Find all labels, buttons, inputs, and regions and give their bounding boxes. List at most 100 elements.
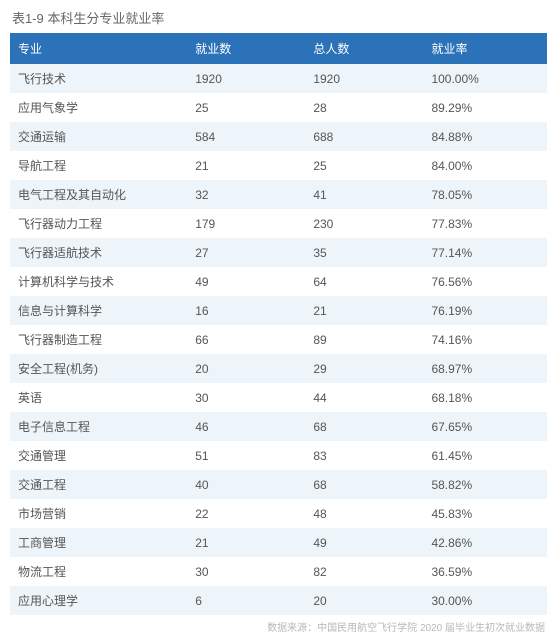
col-header-rate: 就业率 xyxy=(423,33,547,64)
table-cell: 英语 xyxy=(10,383,187,412)
table-cell: 230 xyxy=(305,209,423,238)
table-row: 英语304468.18% xyxy=(10,383,547,412)
table-cell: 安全工程(机务) xyxy=(10,354,187,383)
table-cell: 89 xyxy=(305,325,423,354)
table-row: 飞行器适航技术273577.14% xyxy=(10,238,547,267)
table-cell: 77.14% xyxy=(423,238,547,267)
table-cell: 29 xyxy=(305,354,423,383)
table-cell: 68 xyxy=(305,470,423,499)
table-cell: 1920 xyxy=(187,64,305,93)
table-body: 飞行技术19201920100.00%应用气象学252889.29%交通运输58… xyxy=(10,64,547,615)
table-cell: 信息与计算科学 xyxy=(10,296,187,325)
table-cell: 21 xyxy=(187,528,305,557)
table-cell: 20 xyxy=(187,354,305,383)
table-cell: 应用心理学 xyxy=(10,586,187,615)
table-cell: 68.18% xyxy=(423,383,547,412)
table-cell: 应用气象学 xyxy=(10,93,187,122)
table-cell: 35 xyxy=(305,238,423,267)
table-row: 计算机科学与技术496476.56% xyxy=(10,267,547,296)
table-cell: 51 xyxy=(187,441,305,470)
table-cell: 28 xyxy=(305,93,423,122)
table-cell: 30 xyxy=(187,557,305,586)
table-cell: 飞行器动力工程 xyxy=(10,209,187,238)
table-cell: 交通工程 xyxy=(10,470,187,499)
table-cell: 电子信息工程 xyxy=(10,412,187,441)
table-cell: 32 xyxy=(187,180,305,209)
table-header-row: 专业 就业数 总人数 就业率 xyxy=(10,33,547,64)
table-title: 表1-9 本科生分专业就业率 xyxy=(12,8,547,27)
table-row: 飞行技术19201920100.00% xyxy=(10,64,547,93)
table-cell: 84.00% xyxy=(423,151,547,180)
col-header-major: 专业 xyxy=(10,33,187,64)
table-cell: 64 xyxy=(305,267,423,296)
table-cell: 77.83% xyxy=(423,209,547,238)
table-cell: 6 xyxy=(187,586,305,615)
table-cell: 30.00% xyxy=(423,586,547,615)
table-cell: 68.97% xyxy=(423,354,547,383)
table-cell: 交通管理 xyxy=(10,441,187,470)
table-row: 市场营销224845.83% xyxy=(10,499,547,528)
table-cell: 58.82% xyxy=(423,470,547,499)
table-cell: 68 xyxy=(305,412,423,441)
table-row: 交通工程406858.82% xyxy=(10,470,547,499)
table-cell: 21 xyxy=(305,296,423,325)
table-cell: 27 xyxy=(187,238,305,267)
table-cell: 36.59% xyxy=(423,557,547,586)
table-cell: 45.83% xyxy=(423,499,547,528)
employment-table: 专业 就业数 总人数 就业率 飞行技术19201920100.00%应用气象学2… xyxy=(10,33,547,615)
table-cell: 48 xyxy=(305,499,423,528)
table-cell: 49 xyxy=(305,528,423,557)
table-cell: 41 xyxy=(305,180,423,209)
table-cell: 22 xyxy=(187,499,305,528)
table-cell: 76.19% xyxy=(423,296,547,325)
table-row: 应用心理学62030.00% xyxy=(10,586,547,615)
table-cell: 61.45% xyxy=(423,441,547,470)
table-row: 导航工程212584.00% xyxy=(10,151,547,180)
table-cell: 物流工程 xyxy=(10,557,187,586)
table-row: 飞行器动力工程17923077.83% xyxy=(10,209,547,238)
table-cell: 66 xyxy=(187,325,305,354)
table-cell: 100.00% xyxy=(423,64,547,93)
table-cell: 584 xyxy=(187,122,305,151)
table-cell: 飞行器制造工程 xyxy=(10,325,187,354)
table-cell: 电气工程及其自动化 xyxy=(10,180,187,209)
table-row: 信息与计算科学162176.19% xyxy=(10,296,547,325)
table-row: 电气工程及其自动化324178.05% xyxy=(10,180,547,209)
table-cell: 46 xyxy=(187,412,305,441)
table-cell: 74.16% xyxy=(423,325,547,354)
table-row: 工商管理214942.86% xyxy=(10,528,547,557)
table-row: 交通运输58468884.88% xyxy=(10,122,547,151)
col-header-total: 总人数 xyxy=(305,33,423,64)
table-row: 应用气象学252889.29% xyxy=(10,93,547,122)
table-cell: 25 xyxy=(305,151,423,180)
table-cell: 1920 xyxy=(305,64,423,93)
table-row: 交通管理518361.45% xyxy=(10,441,547,470)
table-cell: 42.86% xyxy=(423,528,547,557)
table-row: 飞行器制造工程668974.16% xyxy=(10,325,547,354)
table-row: 安全工程(机务)202968.97% xyxy=(10,354,547,383)
table-cell: 16 xyxy=(187,296,305,325)
table-cell: 市场营销 xyxy=(10,499,187,528)
table-cell: 工商管理 xyxy=(10,528,187,557)
table-row: 物流工程308236.59% xyxy=(10,557,547,586)
table-cell: 78.05% xyxy=(423,180,547,209)
table-cell: 计算机科学与技术 xyxy=(10,267,187,296)
table-cell: 21 xyxy=(187,151,305,180)
table-cell: 飞行技术 xyxy=(10,64,187,93)
table-cell: 20 xyxy=(305,586,423,615)
table-cell: 688 xyxy=(305,122,423,151)
data-source-footnote: 数据来源：中国民用航空飞行学院 2020 届毕业生初次就业数据 xyxy=(10,619,547,634)
table-cell: 导航工程 xyxy=(10,151,187,180)
table-cell: 89.29% xyxy=(423,93,547,122)
table-cell: 76.56% xyxy=(423,267,547,296)
table-cell: 179 xyxy=(187,209,305,238)
table-cell: 83 xyxy=(305,441,423,470)
table-cell: 30 xyxy=(187,383,305,412)
table-cell: 交通运输 xyxy=(10,122,187,151)
table-cell: 40 xyxy=(187,470,305,499)
table-cell: 49 xyxy=(187,267,305,296)
table-cell: 67.65% xyxy=(423,412,547,441)
table-cell: 25 xyxy=(187,93,305,122)
table-row: 电子信息工程466867.65% xyxy=(10,412,547,441)
table-cell: 82 xyxy=(305,557,423,586)
